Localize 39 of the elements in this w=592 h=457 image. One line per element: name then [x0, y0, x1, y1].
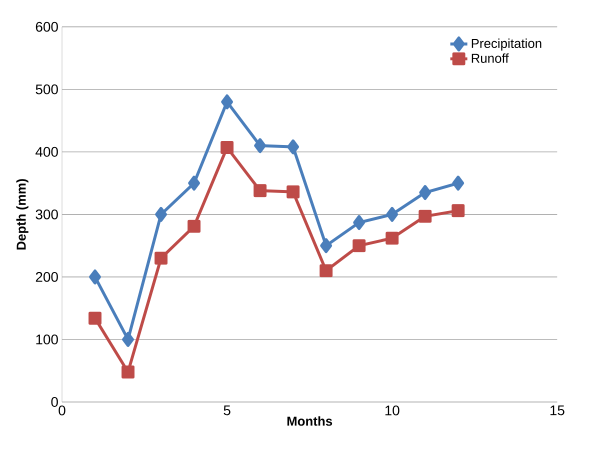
legend-label: Precipitation — [472, 38, 542, 51]
x-tick-label: 15 — [550, 406, 564, 416]
y-tick-label: 200 — [36, 272, 58, 282]
point — [287, 139, 300, 154]
point — [418, 210, 432, 223]
point — [320, 238, 332, 254]
point — [352, 239, 366, 252]
point — [320, 264, 333, 278]
point — [419, 185, 432, 200]
point — [122, 332, 134, 347]
point — [220, 141, 234, 154]
point — [386, 232, 399, 245]
point — [452, 176, 464, 191]
point — [89, 269, 101, 284]
y-tick-label: 400 — [36, 146, 58, 157]
point — [154, 252, 168, 265]
point — [353, 215, 366, 230]
y-tick-label: 500 — [36, 84, 58, 94]
y-tick-label: 300 — [36, 209, 58, 220]
y-axis-title: Depth (mm) — [16, 179, 28, 250]
legend-label: Runoff — [472, 53, 509, 63]
x-tick-label: 5 — [224, 406, 230, 416]
y-tick-label: 0 — [51, 397, 58, 407]
point — [254, 184, 267, 198]
point — [88, 312, 102, 325]
point — [386, 206, 398, 222]
point — [254, 138, 266, 154]
y-tick-label: 100 — [36, 334, 58, 344]
point — [221, 94, 234, 110]
y-tick-label: 600 — [36, 22, 58, 32]
point — [188, 176, 200, 191]
x-tick-label: 10 — [385, 406, 400, 416]
point — [188, 220, 201, 233]
point — [155, 206, 168, 222]
point — [122, 366, 134, 378]
point — [286, 185, 300, 198]
x-axis-title: Months — [287, 416, 332, 426]
point — [452, 204, 465, 218]
x-tick-label: 0 — [58, 406, 66, 416]
